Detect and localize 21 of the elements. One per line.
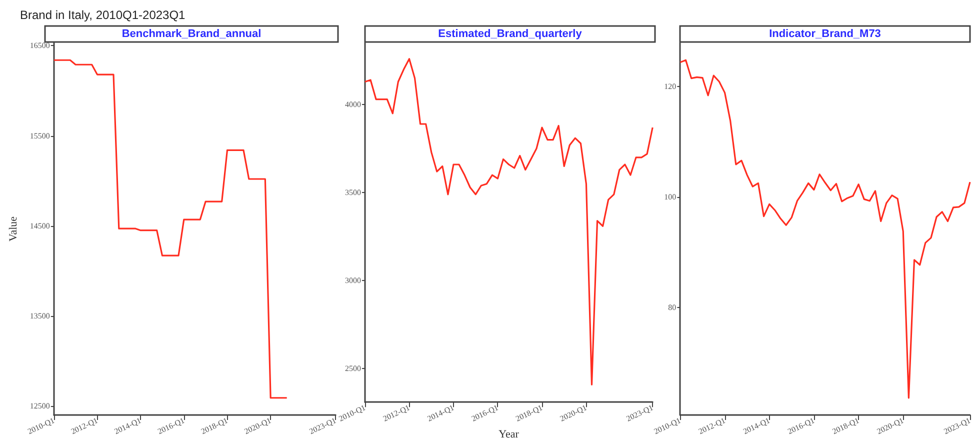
- y-axis-title: Value: [8, 216, 20, 242]
- y-tick-label: 80: [668, 302, 676, 312]
- y-tick-label: 3500: [345, 188, 361, 198]
- y-tick-label: 3000: [345, 276, 361, 286]
- y-tick-label: 16500: [30, 41, 50, 50]
- chart-title: Brand in Italy, 2010Q1-2023Q1: [20, 8, 186, 22]
- y-tick-label: 120: [664, 82, 676, 92]
- chart-subtitle: Indicator_Brand_M73: [769, 28, 881, 40]
- y-tick-label: 13500: [30, 311, 50, 320]
- line-series: [53, 59, 288, 399]
- chart-subtitle: Estimated_Brand_quarterly: [438, 28, 583, 40]
- line-series: [679, 59, 971, 399]
- y-tick-label: 14500: [30, 221, 50, 230]
- y-tick-label: 15500: [30, 131, 50, 140]
- y-tick-label: 4000: [345, 100, 361, 110]
- chart-subtitle: Benchmark_Brand_annual: [122, 28, 262, 40]
- x-axis-title: Year: [498, 428, 520, 440]
- y-tick-label: 2500: [345, 364, 361, 374]
- y-tick-label: 100: [664, 192, 676, 202]
- y-tick-label: 12500: [30, 401, 50, 410]
- line-series: [364, 58, 654, 386]
